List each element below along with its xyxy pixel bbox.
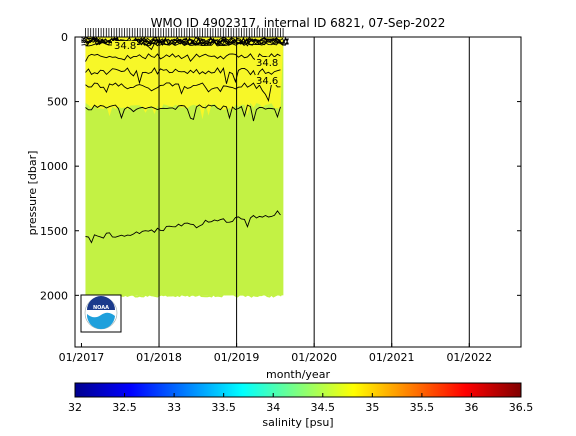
contour-label-1: 34.8 xyxy=(114,41,136,52)
y-axis: 0 500 1000 1500 2000 xyxy=(40,31,521,302)
colorbar-tick-label: 33 xyxy=(167,401,181,414)
x-tick-label: 01/2021 xyxy=(369,351,415,364)
x-tick-label: 01/2019 xyxy=(214,351,260,364)
y-tick-label: 2000 xyxy=(40,289,68,302)
y-tick-label: 0 xyxy=(61,31,68,44)
year-gridlines xyxy=(158,37,470,347)
colorbar-tick-label: 32 xyxy=(68,401,82,414)
x-axis-label: month/year xyxy=(266,368,330,381)
colorbar-tick-label: 36.5 xyxy=(509,401,534,414)
x-tick-label: 01/2017 xyxy=(59,351,105,364)
contour-label-bg-1 xyxy=(112,41,137,50)
colorbar-tick-label: 33.5 xyxy=(211,401,236,414)
surface-contour xyxy=(81,36,289,47)
contour-label-2: 34.8 xyxy=(256,58,278,69)
x-tick-label: 01/2018 xyxy=(136,351,182,364)
contour-5 xyxy=(85,82,281,103)
upper-layer-fill xyxy=(85,37,284,120)
colorbar-label: salinity [psu] xyxy=(262,416,333,429)
x-tick-label: 01/2022 xyxy=(446,351,492,364)
colorbar-tick-label: 35.5 xyxy=(410,401,435,414)
logo-text: NOAA xyxy=(93,305,109,311)
salinity-field xyxy=(84,37,284,298)
colorbar-tick-label: 34 xyxy=(266,401,280,414)
colorbar-tick-label: 32.5 xyxy=(112,401,137,414)
contour-4 xyxy=(85,67,281,85)
colorbar-ticks: 32 32.5 33 33.5 34 34.5 35 35.5 36 36.5 xyxy=(68,393,533,414)
contour-3 xyxy=(85,53,281,63)
contour-lines xyxy=(81,36,289,244)
x-axis: 01/2017 01/2018 01/2019 01/2020 01/2021 01/20… xyxy=(59,343,492,364)
surface-contour xyxy=(81,37,289,46)
colorbar-tick-label: 36 xyxy=(464,401,478,414)
colorbar-tick-label: 34.5 xyxy=(311,401,336,414)
chart-title: WMO ID 4902317, internal ID 6821, 07-Sep… xyxy=(151,16,446,30)
y-tick-label: 1000 xyxy=(40,160,68,173)
contour-label-bg-2 xyxy=(255,57,277,67)
profile-markers xyxy=(85,28,284,37)
contour-label-3: 34.6 xyxy=(256,76,278,87)
y-tick-label: 1500 xyxy=(40,225,68,238)
contour-label-bg-3 xyxy=(255,75,277,85)
colorbar-tick-label: 35 xyxy=(365,401,379,414)
plot-frame xyxy=(74,36,522,348)
y-tick-label: 500 xyxy=(47,96,68,109)
contour-7 xyxy=(85,210,281,244)
noaa-logo: NOAA xyxy=(80,294,122,333)
contour-6 xyxy=(85,104,281,122)
colorbar xyxy=(74,382,522,398)
x-tick-label: 01/2020 xyxy=(291,351,337,364)
y-axis-label: pressure [dbar] xyxy=(26,151,39,236)
